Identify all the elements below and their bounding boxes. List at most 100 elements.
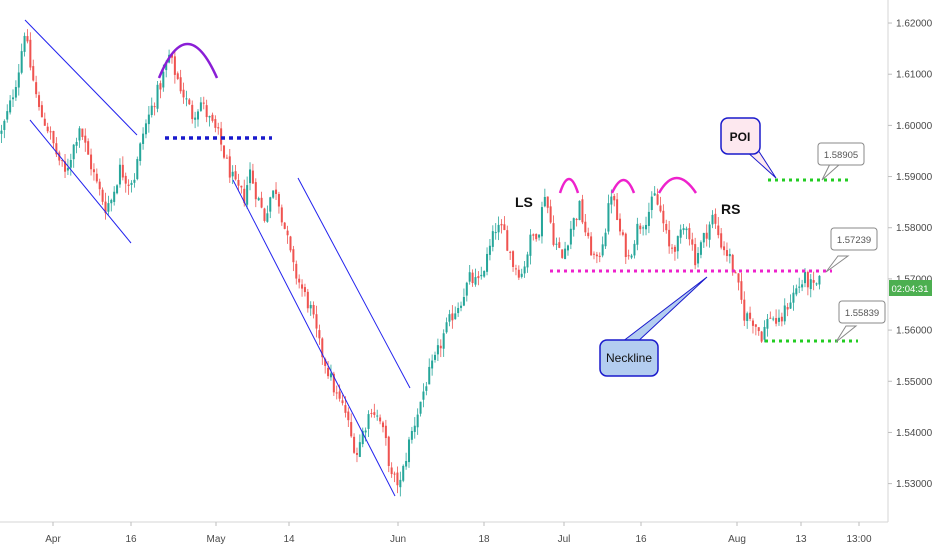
candle xyxy=(613,193,616,207)
candle-body xyxy=(702,232,705,243)
shoulder-arc-rs xyxy=(657,176,698,194)
candle-body xyxy=(803,271,807,284)
candle xyxy=(569,220,572,250)
candle-body xyxy=(364,430,367,433)
candle-body xyxy=(266,213,269,222)
time-tick-label: 13:00 xyxy=(846,534,871,545)
candle-body xyxy=(477,276,480,279)
candle-body xyxy=(740,281,743,300)
candle-body xyxy=(194,117,197,120)
candle-body xyxy=(309,304,312,309)
channel-lines xyxy=(24,19,411,497)
candle-body xyxy=(543,196,546,207)
candle-body xyxy=(283,222,286,229)
candle xyxy=(69,153,72,176)
candle xyxy=(159,80,162,99)
candle xyxy=(679,224,682,244)
candle-body xyxy=(497,224,500,233)
candle xyxy=(315,305,318,338)
candle-body xyxy=(500,223,503,226)
candle-body xyxy=(751,320,754,326)
candle-body xyxy=(760,331,763,342)
candle-body xyxy=(237,179,240,186)
candle xyxy=(500,219,503,234)
candle-body xyxy=(29,39,32,68)
candle xyxy=(618,213,622,236)
candle-body xyxy=(575,218,578,220)
candle xyxy=(642,225,645,236)
candle xyxy=(269,196,272,219)
candle-body xyxy=(468,272,471,282)
candle xyxy=(52,130,55,149)
candle-body xyxy=(95,173,98,182)
candle-body xyxy=(90,154,93,170)
channel-1-lower xyxy=(29,119,132,244)
candle-body xyxy=(332,373,335,393)
price-tick-label: 1.59000 xyxy=(896,172,932,183)
candle xyxy=(639,223,642,234)
candle xyxy=(292,245,295,272)
candle xyxy=(350,413,353,438)
candle-body xyxy=(558,242,561,248)
candle-body xyxy=(624,233,627,258)
candle-body xyxy=(66,167,69,171)
time-tick-label: Jul xyxy=(558,534,571,545)
candle xyxy=(355,447,358,463)
candle xyxy=(422,383,425,408)
candle-body xyxy=(298,278,301,283)
candle xyxy=(335,385,338,400)
candle xyxy=(777,309,780,326)
candle xyxy=(766,313,769,337)
candle-body xyxy=(87,141,90,155)
candle xyxy=(815,282,818,287)
candle xyxy=(708,221,711,248)
candle xyxy=(592,251,596,260)
current-price-badge-text: 02:04:31 xyxy=(892,284,929,295)
candle xyxy=(90,148,93,176)
candle xyxy=(113,186,116,206)
candle-body xyxy=(422,391,425,400)
price-tick-label: 1.53000 xyxy=(896,479,932,490)
candle-body xyxy=(471,272,474,284)
candle xyxy=(751,318,754,334)
candle xyxy=(156,80,159,113)
candle xyxy=(205,99,208,123)
candle-body xyxy=(32,66,35,81)
candle-body xyxy=(621,232,624,235)
candle-body xyxy=(240,185,243,188)
candle-body xyxy=(202,102,205,104)
candle-body xyxy=(656,194,659,205)
candle-body xyxy=(64,161,67,172)
candle xyxy=(494,223,497,240)
candle-body xyxy=(783,305,786,322)
candle-body xyxy=(72,144,75,160)
candle xyxy=(272,190,275,199)
candle-body xyxy=(705,232,708,239)
price-tick-label: 1.62000 xyxy=(896,19,932,30)
candle xyxy=(35,75,38,98)
candle xyxy=(306,288,309,313)
candle xyxy=(445,317,448,334)
candle-body xyxy=(633,243,636,256)
candle xyxy=(595,251,598,264)
candle-body xyxy=(720,233,723,248)
candle-body xyxy=(61,160,64,162)
candle xyxy=(506,225,509,252)
candle-body xyxy=(659,205,662,212)
candle-body xyxy=(532,234,535,236)
candle-body xyxy=(179,77,182,92)
candle-body xyxy=(393,473,396,475)
candle-body xyxy=(246,185,249,205)
candle-body xyxy=(442,333,445,349)
candle xyxy=(624,232,627,264)
candle-body xyxy=(344,405,347,413)
candle-body xyxy=(520,273,523,277)
candle xyxy=(283,221,286,230)
candle xyxy=(222,145,226,160)
candle-body xyxy=(269,197,272,212)
candle-body xyxy=(766,318,769,329)
candle xyxy=(786,303,789,317)
candle-body xyxy=(607,203,610,232)
candle xyxy=(723,241,726,256)
candle-body xyxy=(538,234,541,238)
